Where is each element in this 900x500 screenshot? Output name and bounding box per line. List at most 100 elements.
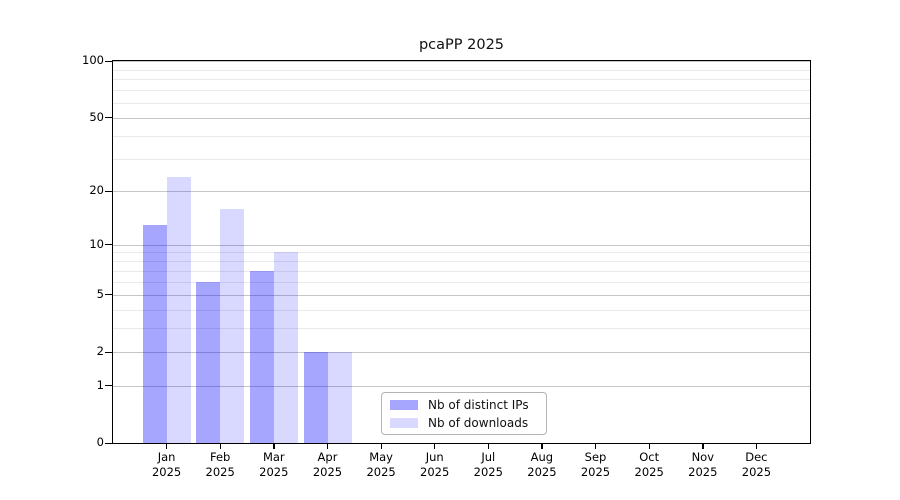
gridline-major-20 [113, 191, 810, 192]
x-tick-label-dec: Dec 2025 [726, 450, 786, 480]
x-tick-label-mar: Mar 2025 [244, 450, 304, 480]
month-label: Jun [425, 450, 444, 464]
month-label: May [369, 450, 393, 464]
y-tick-1 [105, 385, 112, 387]
x-tick-label-nov: Nov 2025 [673, 450, 733, 480]
x-tick-label-may: May 2025 [351, 450, 411, 480]
bar-ips-apr [303, 352, 328, 443]
bar-downloads-feb [220, 208, 245, 443]
x-tick-label-jul: Jul 2025 [458, 450, 518, 480]
y-tick-50 [105, 117, 112, 119]
bar-ips-jan [142, 224, 167, 443]
year-label: 2025 [420, 465, 450, 479]
x-tick-sep [595, 443, 597, 449]
x-tick-label-apr: Apr 2025 [298, 450, 358, 480]
x-tick-label-feb: Feb 2025 [190, 450, 250, 480]
y-tick-10 [105, 244, 112, 246]
month-label: Dec [745, 450, 768, 464]
gridline-major-5 [113, 294, 810, 296]
bar-downloads-apr [327, 352, 352, 443]
x-tick-apr [327, 443, 329, 449]
x-tick-label-jan: Jan 2025 [137, 450, 197, 480]
y-tick-20 [105, 190, 112, 192]
gridline-minor-4 [113, 309, 810, 311]
bar-ips-feb [196, 281, 221, 443]
gridline-major-1 [113, 385, 810, 387]
year-label: 2025 [580, 465, 611, 479]
year-label: 2025 [741, 465, 772, 479]
x-tick-nov [702, 443, 704, 449]
year-label: 2025 [527, 465, 557, 479]
y-tick-label-10: 10 [89, 236, 104, 251]
month-label: Oct [639, 450, 660, 464]
year-label: 2025 [205, 465, 235, 479]
year-label: 2025 [151, 465, 182, 479]
bar-downloads-mar [273, 252, 298, 443]
x-tick-jan [166, 443, 168, 449]
year-label: 2025 [473, 465, 503, 479]
month-label: Apr [317, 450, 338, 464]
gridline-minor-9 [113, 252, 810, 254]
gridline-major-50 [113, 117, 810, 119]
gridline-minor-3 [113, 328, 810, 330]
y-tick-label-100: 100 [82, 53, 104, 67]
year-label: 2025 [312, 465, 343, 479]
legend-entry-downloads: Nb of downloads [390, 416, 538, 430]
x-tick-may [380, 443, 382, 449]
legend-label-distinct-ips: Nb of distinct IPs [428, 397, 529, 412]
legend-label-downloads: Nb of downloads [428, 415, 529, 430]
x-tick-oct [648, 443, 650, 449]
x-tick-label-jun: Jun 2025 [405, 450, 465, 480]
y-tick-5 [105, 294, 112, 296]
year-label: 2025 [634, 465, 664, 479]
x-tick-feb [219, 443, 221, 449]
x-tick-mar [273, 443, 275, 449]
year-label: 2025 [366, 465, 396, 479]
plot-area: 0 1 2 5 10 20 50 100 Jan 2025 Feb 2025 Mar 2025 Apr 202… [82, 53, 811, 479]
gridline-minor-30 [113, 158, 810, 160]
x-tick-jun [434, 443, 436, 449]
gridline-minor-6 [113, 281, 810, 283]
year-label: 2025 [688, 465, 718, 479]
chart-title: pcaPP 2025 [418, 37, 505, 53]
y-tick-label-2: 2 [96, 344, 104, 359]
legend-swatch-downloads [390, 417, 418, 428]
gridline-minor-70 [113, 90, 810, 92]
gridline-minor-8 [113, 261, 810, 263]
gridline-major-10 [113, 244, 810, 246]
x-tick-label-aug: Aug 2025 [512, 450, 572, 480]
month-label: Nov [691, 450, 715, 464]
y-tick-label-20: 20 [89, 183, 104, 197]
year-label: 2025 [259, 465, 289, 479]
month-label: Feb [210, 450, 231, 464]
bar-downloads-jan [166, 176, 191, 443]
y-tick-label-50: 50 [89, 109, 104, 124]
gridline-major-2 [113, 352, 810, 354]
bar-ips-mar [249, 270, 274, 443]
y-tick-0 [105, 442, 112, 444]
month-label: Jul [481, 450, 496, 464]
gridline-minor-90 [113, 69, 810, 71]
month-label: Aug [530, 450, 554, 464]
x-tick-label-sep: Sep 2025 [566, 450, 626, 480]
x-tick-label-oct: Oct 2025 [619, 450, 679, 480]
y-tick-label-5: 5 [96, 286, 104, 301]
y-tick-label-0: 0 [96, 435, 104, 449]
legend-entry-distinct-ips: Nb of distinct IPs [390, 398, 538, 412]
y-tick-2 [105, 351, 112, 353]
gridline-major-100 [113, 61, 810, 62]
legend: Nb of distinct IPs Nb of downloads [381, 392, 547, 435]
gridline-minor-80 [113, 79, 810, 81]
gridline-minor-7 [113, 270, 810, 272]
x-tick-aug [541, 443, 543, 449]
y-tick-label-1: 1 [96, 377, 104, 392]
month-label: Jan [157, 450, 176, 464]
y-tick-100 [105, 60, 112, 62]
legend-swatch-distinct-ips [390, 399, 418, 410]
gridline-minor-40 [113, 135, 810, 137]
month-label: Sep [584, 450, 607, 464]
gridline-minor-60 [113, 102, 810, 104]
x-tick-jul [487, 443, 490, 449]
x-tick-dec [755, 443, 758, 449]
